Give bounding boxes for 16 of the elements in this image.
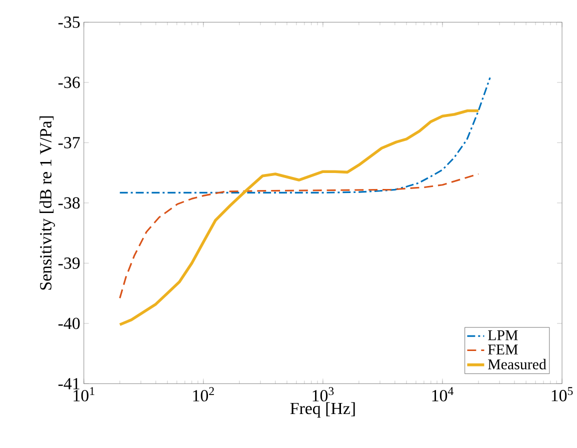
x-tick-label: 10$^{2}$ <box>193 387 214 402</box>
y-tick-label: -39 <box>58 258 80 270</box>
y-tick-label: -38 <box>58 197 80 209</box>
x-axis-title: Freq [Hz] <box>290 402 355 418</box>
y-tick-label: -40 <box>58 318 80 330</box>
legend-label: LPM <box>488 330 518 340</box>
x-tick-label: 10$^{3}$ <box>312 387 334 402</box>
y-tick-label: -41 <box>58 378 80 390</box>
legend-label: FEM <box>488 344 518 355</box>
y-axis-title: Sensitivity [dB re 1 V/Pa] <box>40 116 55 290</box>
legend-label: Measured <box>488 359 546 370</box>
x-tick-label: 10$^{5}$ <box>552 387 573 402</box>
x-tick-label: 10$^{4}$ <box>432 387 454 402</box>
y-tick-label: -36 <box>58 76 80 88</box>
y-tick-label: -35 <box>58 16 80 28</box>
y-tick-label: -37 <box>58 137 80 149</box>
